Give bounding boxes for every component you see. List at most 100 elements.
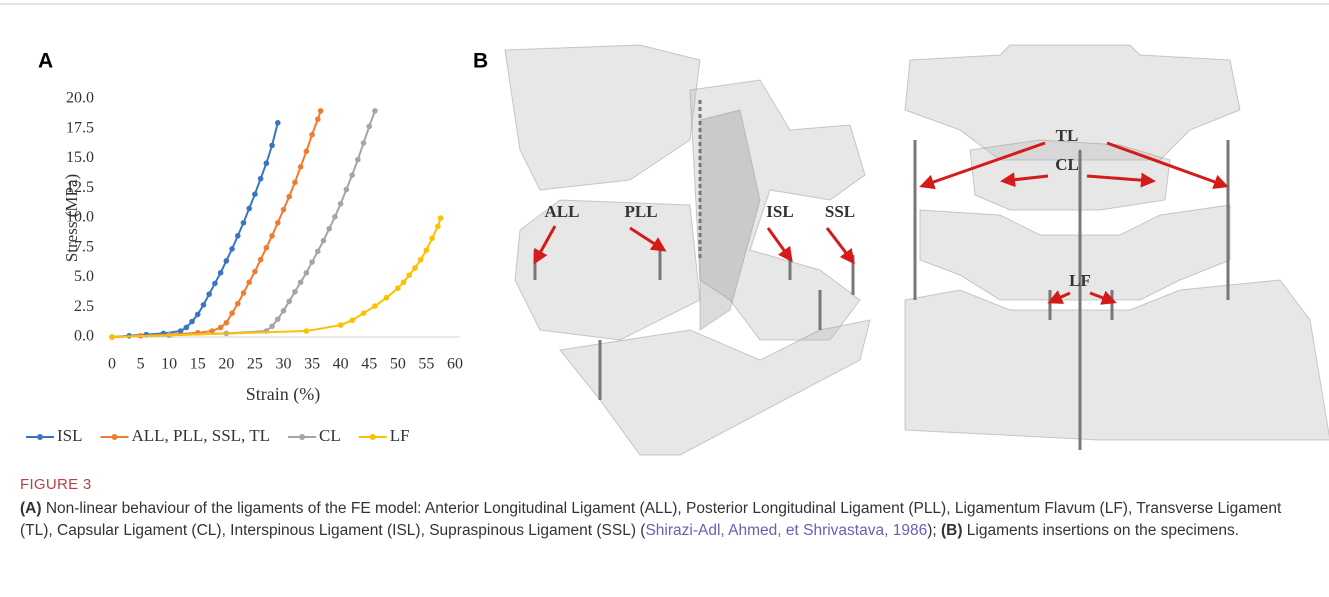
data-point <box>372 303 378 309</box>
data-point <box>303 269 310 276</box>
data-point <box>406 272 413 278</box>
pointer-arrow <box>1000 172 1049 188</box>
legend-label: ALL, PLL, SSL, TL <box>132 426 271 445</box>
data-point <box>423 247 430 253</box>
data-point <box>372 108 378 114</box>
specimen-posterior <box>904 44 1329 441</box>
data-point <box>332 214 338 220</box>
data-point <box>209 328 215 334</box>
data-point <box>366 123 373 130</box>
arrows: ALL PLL ISL SSL TL CL LF <box>533 126 1229 305</box>
pointer-arrow <box>533 225 557 265</box>
ligament-label: PLL <box>624 202 657 221</box>
caption-bold: (A) <box>20 500 42 517</box>
y-tick-label: 20.0 <box>66 90 94 107</box>
data-point <box>240 219 247 226</box>
data-point <box>206 291 212 297</box>
data-point <box>246 205 252 212</box>
data-point <box>240 290 247 296</box>
y-tick-label: 2.5 <box>74 298 94 315</box>
data-point <box>429 235 435 242</box>
data-point <box>286 193 293 200</box>
data-point <box>257 175 264 182</box>
legend-marker <box>37 434 43 440</box>
x-tick-label: 55 <box>418 356 434 373</box>
data-point <box>246 279 252 286</box>
data-point <box>280 206 287 213</box>
legend-marker <box>299 434 306 440</box>
legend-marker <box>369 434 376 440</box>
x-tick-label: 15 <box>190 356 206 373</box>
data-point <box>317 108 324 114</box>
ligament-label: ALL <box>545 202 580 221</box>
x-tick-label: 5 <box>137 356 145 373</box>
ligament-label: SSL <box>825 202 855 221</box>
x-tick-label: 60 <box>447 356 463 373</box>
pointer-arrow <box>766 227 793 263</box>
data-point <box>315 248 321 255</box>
caption-bold: (B) <box>940 522 963 539</box>
caption: FIGURE 3 (A) Non-linear behaviour of the… <box>20 474 1310 542</box>
pointer-arrow <box>629 226 667 252</box>
data-point <box>297 164 304 170</box>
data-point <box>349 172 355 178</box>
series-line <box>111 217 442 338</box>
data-point <box>292 288 298 295</box>
y-tick-label: 0.0 <box>74 328 94 345</box>
data-point <box>223 258 230 264</box>
data-point <box>315 116 321 123</box>
data-point <box>229 246 235 252</box>
ligament-label: TL <box>1056 126 1079 145</box>
data-point <box>437 215 444 221</box>
data-point <box>217 324 224 331</box>
y-tick-label: 17.5 <box>66 119 94 136</box>
data-point <box>234 233 241 239</box>
data-point <box>435 223 441 230</box>
data-point <box>263 160 270 167</box>
data-point <box>292 179 298 186</box>
data-point <box>309 259 315 265</box>
legend-label: ISL <box>57 426 83 445</box>
data-point <box>337 200 344 207</box>
data-point <box>212 280 218 287</box>
data-point <box>252 268 258 275</box>
panel-label: B <box>473 50 488 73</box>
data-point <box>252 191 258 197</box>
data-point <box>109 334 115 340</box>
citation-link[interactable]: Shirazi-Adl, Ahmed, et Shrivastava, 1986 <box>645 522 928 539</box>
y-axis-title: Stress (MPa) <box>62 174 81 262</box>
panel-label: A <box>38 50 53 73</box>
ligament-springs <box>533 100 1230 450</box>
caption-text: ); <box>927 522 941 539</box>
figure-label: FIGURE 3 <box>20 476 92 493</box>
data-point <box>269 142 275 149</box>
x-tick-label: 0 <box>108 356 116 373</box>
data-point <box>383 294 390 301</box>
data-point <box>360 310 367 317</box>
legend-label: LF <box>390 426 410 445</box>
data-point <box>326 225 333 232</box>
data-point <box>303 148 310 155</box>
data-point <box>395 285 401 292</box>
data-point <box>417 256 424 263</box>
x-tick-label: 20 <box>218 356 234 373</box>
x-tick-label: 30 <box>276 356 292 373</box>
data-point <box>412 265 418 271</box>
pointer-arrow <box>1086 172 1156 188</box>
x-tick-label: 50 <box>390 356 406 373</box>
data-point <box>234 300 241 307</box>
line-chart: 0.0 2.5 5.0 7.5 10.0 12.5 15.0 17.5 20.0 0 5 10 15 20… <box>26 90 463 445</box>
legend-label: CL <box>319 426 341 445</box>
data-point <box>303 328 310 334</box>
data-point <box>337 322 344 328</box>
pointer-arrow <box>919 141 1046 190</box>
specimen-lateral <box>504 44 871 456</box>
y-tick-label: 10.0 <box>66 209 94 226</box>
pointer-arrow <box>1047 290 1071 304</box>
data-point <box>263 244 270 251</box>
data-point <box>183 324 190 331</box>
series-line <box>111 122 279 338</box>
legend-marker <box>111 434 118 440</box>
data-point <box>297 279 304 286</box>
